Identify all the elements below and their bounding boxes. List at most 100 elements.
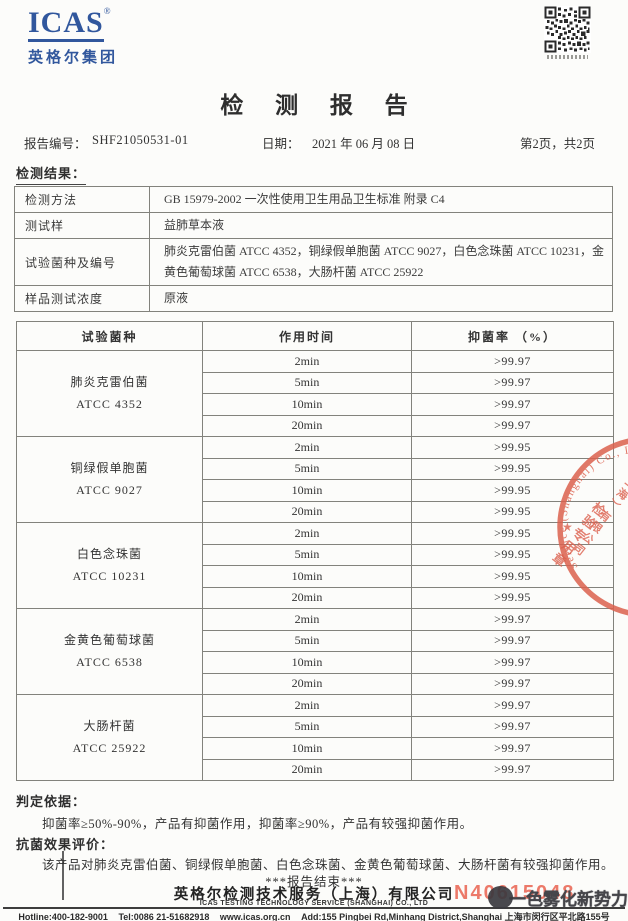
table-row: 白色念珠菌 ATCC 10231 2min >99.95 <box>16 522 614 609</box>
rate-cell: >99.97 <box>411 694 614 717</box>
table-row: 铜绿假单胞菌 ATCC 9027 2min >99.95 <box>16 436 614 523</box>
info-value: 原液 <box>149 285 613 312</box>
red-serial-number: N40615048 <box>454 882 576 904</box>
rate-cell: >99.97 <box>411 758 614 781</box>
table-row: 20min >99.95 <box>17 500 614 523</box>
table-row: 检测方法 GB 15979-2002 一次性使用卫生用品卫生标准 附录 C4 <box>14 186 613 213</box>
info-value: GB 15979-2002 一次性使用卫生用品卫生标准 附录 C4 <box>149 186 613 213</box>
page-indicator: 第2页，共2页 <box>520 137 596 151</box>
date-label: 日期： <box>262 137 300 151</box>
time-cell: 10min <box>202 479 412 502</box>
info-label: 样品测试浓度 <box>14 285 150 312</box>
table-row: 20min >99.97 <box>17 758 614 781</box>
icas-logo-subtitle: 英格尔集团 <box>28 50 119 66</box>
seal-star-icon: ★ <box>562 520 573 534</box>
qr-caption-micro-text <box>547 55 588 59</box>
watermark-logo-icon <box>488 886 513 909</box>
time-cell: 5min <box>202 457 412 480</box>
time-cell: 10min <box>202 565 412 588</box>
column-header-time: 作用时间 <box>202 321 412 351</box>
watermark: 一色雾化新势力 <box>488 885 628 910</box>
hotline-number: Hotline:400-182-9001 <box>18 912 108 921</box>
time-cell: 2min <box>202 694 412 717</box>
table-row: 样品测试浓度 原液 <box>14 285 613 312</box>
time-cell: 20min <box>202 500 412 523</box>
species-cell: 铜绿假单胞菌 ATCC 9027 <box>16 436 203 523</box>
rate-cell: >99.97 <box>411 629 614 652</box>
rate-cell: >99.95 <box>411 436 614 459</box>
report-number-value: SHF21050531-01 <box>92 133 189 147</box>
time-cell: 2min <box>202 522 412 545</box>
table-row: 大肠杆菌 ATCC 25922 2min >99.97 <box>16 694 614 781</box>
species-cell: 金黄色葡萄球菌 ATCC 6538 <box>16 608 203 695</box>
report-number-label: 报告编号： <box>24 137 87 151</box>
report-title: 检 测 报 告 <box>220 93 421 118</box>
evaluation-text: 该产品对肺炎克雷伯菌、铜绿假单胞菌、白色念珠菌、金黄色葡萄球菌、大肠杆菌有较强抑… <box>42 858 615 872</box>
table-row: 试验菌种及编号 肺炎克雷伯菌 ATCC 4352，铜绿假单胞菌 ATCC 902… <box>14 238 613 286</box>
species-code: ATCC 4352 <box>76 396 143 411</box>
rate-cell: >99.97 <box>411 672 614 695</box>
info-value: 肺炎克雷伯菌 ATCC 4352，铜绿假单胞菌 ATCC 9027，白色念珠菌 … <box>149 238 613 286</box>
time-cell: 20min <box>202 758 412 781</box>
report-end-mark: ***报告结束*** <box>265 875 363 889</box>
rate-cell: >99.97 <box>411 651 614 674</box>
column-header-rate: 抑菌率 （%） <box>411 321 614 351</box>
qr-code-icon <box>544 6 591 53</box>
time-cell: 20min <box>202 414 412 437</box>
table-row: 测试样 益肺草本液 <box>14 212 613 239</box>
antibacterial-results-table: 试验菌种 作用时间 抑菌率 （%） 肺炎克雷伯菌 ATCC 4352 2min … <box>16 321 614 781</box>
table-row: 5min >99.97 <box>17 629 614 652</box>
evaluation-heading: 抗菌效果评价： <box>16 837 115 852</box>
species-code: ATCC 10231 <box>72 568 147 583</box>
species-name: 白色念珠菌 <box>76 546 142 561</box>
watermark-text: 一色雾化新势力 <box>509 890 628 909</box>
species-name: 铜绿假单胞菌 <box>70 460 149 475</box>
time-cell: 5min <box>202 543 412 566</box>
rate-cell: >99.97 <box>411 350 614 373</box>
telephone-number: Tel:0086 21-51682918 <box>118 912 210 921</box>
species-code: ATCC 9027 <box>76 482 143 497</box>
time-cell: 2min <box>202 350 412 373</box>
time-cell: 10min <box>202 393 412 416</box>
species-code: ATCC 6538 <box>76 654 143 669</box>
info-value: 益肺草本液 <box>149 212 613 239</box>
company-name-en: ICAS TESTING TECHNOLOGY SERVICE (SHANGHA… <box>199 900 429 907</box>
icas-logo: ICAS® 英格尔集团 <box>28 6 119 67</box>
time-cell: 2min <box>202 436 412 459</box>
rate-cell: >99.97 <box>411 715 614 738</box>
species-cell: 大肠杆菌 ATCC 25922 <box>16 694 203 781</box>
time-cell: 20min <box>202 586 412 609</box>
species-name: 金黄色葡萄球菌 <box>63 632 155 647</box>
info-label: 测试样 <box>14 212 150 239</box>
judgement-text: 抑菌率≥50%-90%，产品有抑菌作用，抑菌率≥90%，产品有较强抑菌作用。 <box>42 817 473 831</box>
rate-cell: >99.97 <box>411 393 614 416</box>
company-seal-icon: Service (Shanghai) Co., Ltd <box>557 438 628 616</box>
info-label: 试验菌种及编号 <box>14 238 150 286</box>
species-cell: 白色念珠菌 ATCC 10231 <box>16 522 203 609</box>
scan-artifact-line <box>62 851 64 900</box>
rate-cell: >99.95 <box>411 586 614 609</box>
date-value: 2021 年 06 月 08 日 <box>312 137 416 151</box>
time-cell: 10min <box>202 651 412 674</box>
column-header-species: 试验菌种 <box>16 321 203 351</box>
rate-cell: >99.97 <box>411 371 614 394</box>
species-name: 肺炎克雷伯菌 <box>70 374 149 389</box>
table-row: 肺炎克雷伯菌 ATCC 4352 2min >99.97 <box>16 350 614 437</box>
judgement-heading: 判定依据： <box>16 794 87 809</box>
results-heading: 检测结果： <box>16 163 87 185</box>
table-header-row: 试验菌种 作用时间 抑菌率 （%） <box>16 321 614 351</box>
time-cell: 2min <box>202 608 412 631</box>
species-name: 大肠杆菌 <box>83 718 136 733</box>
rate-cell: >99.97 <box>411 737 614 760</box>
table-row: 20min >99.97 <box>17 414 614 437</box>
icas-logo-text: ICAS <box>28 8 104 42</box>
time-cell: 20min <box>202 672 412 695</box>
info-label: 检测方法 <box>14 186 150 213</box>
time-cell: 5min <box>202 371 412 394</box>
footer-divider <box>3 907 625 909</box>
website-url: www.icas.org.cn <box>219 912 291 921</box>
company-name-cn: 英格尔检测技术服务（上海）有限公司 <box>173 887 455 903</box>
address-text: Add:155 Pingbei Rd,Minhang District,Shan… <box>301 912 610 921</box>
table-row: 金黄色葡萄球菌 ATCC 6538 2min >99.97 <box>16 608 614 695</box>
